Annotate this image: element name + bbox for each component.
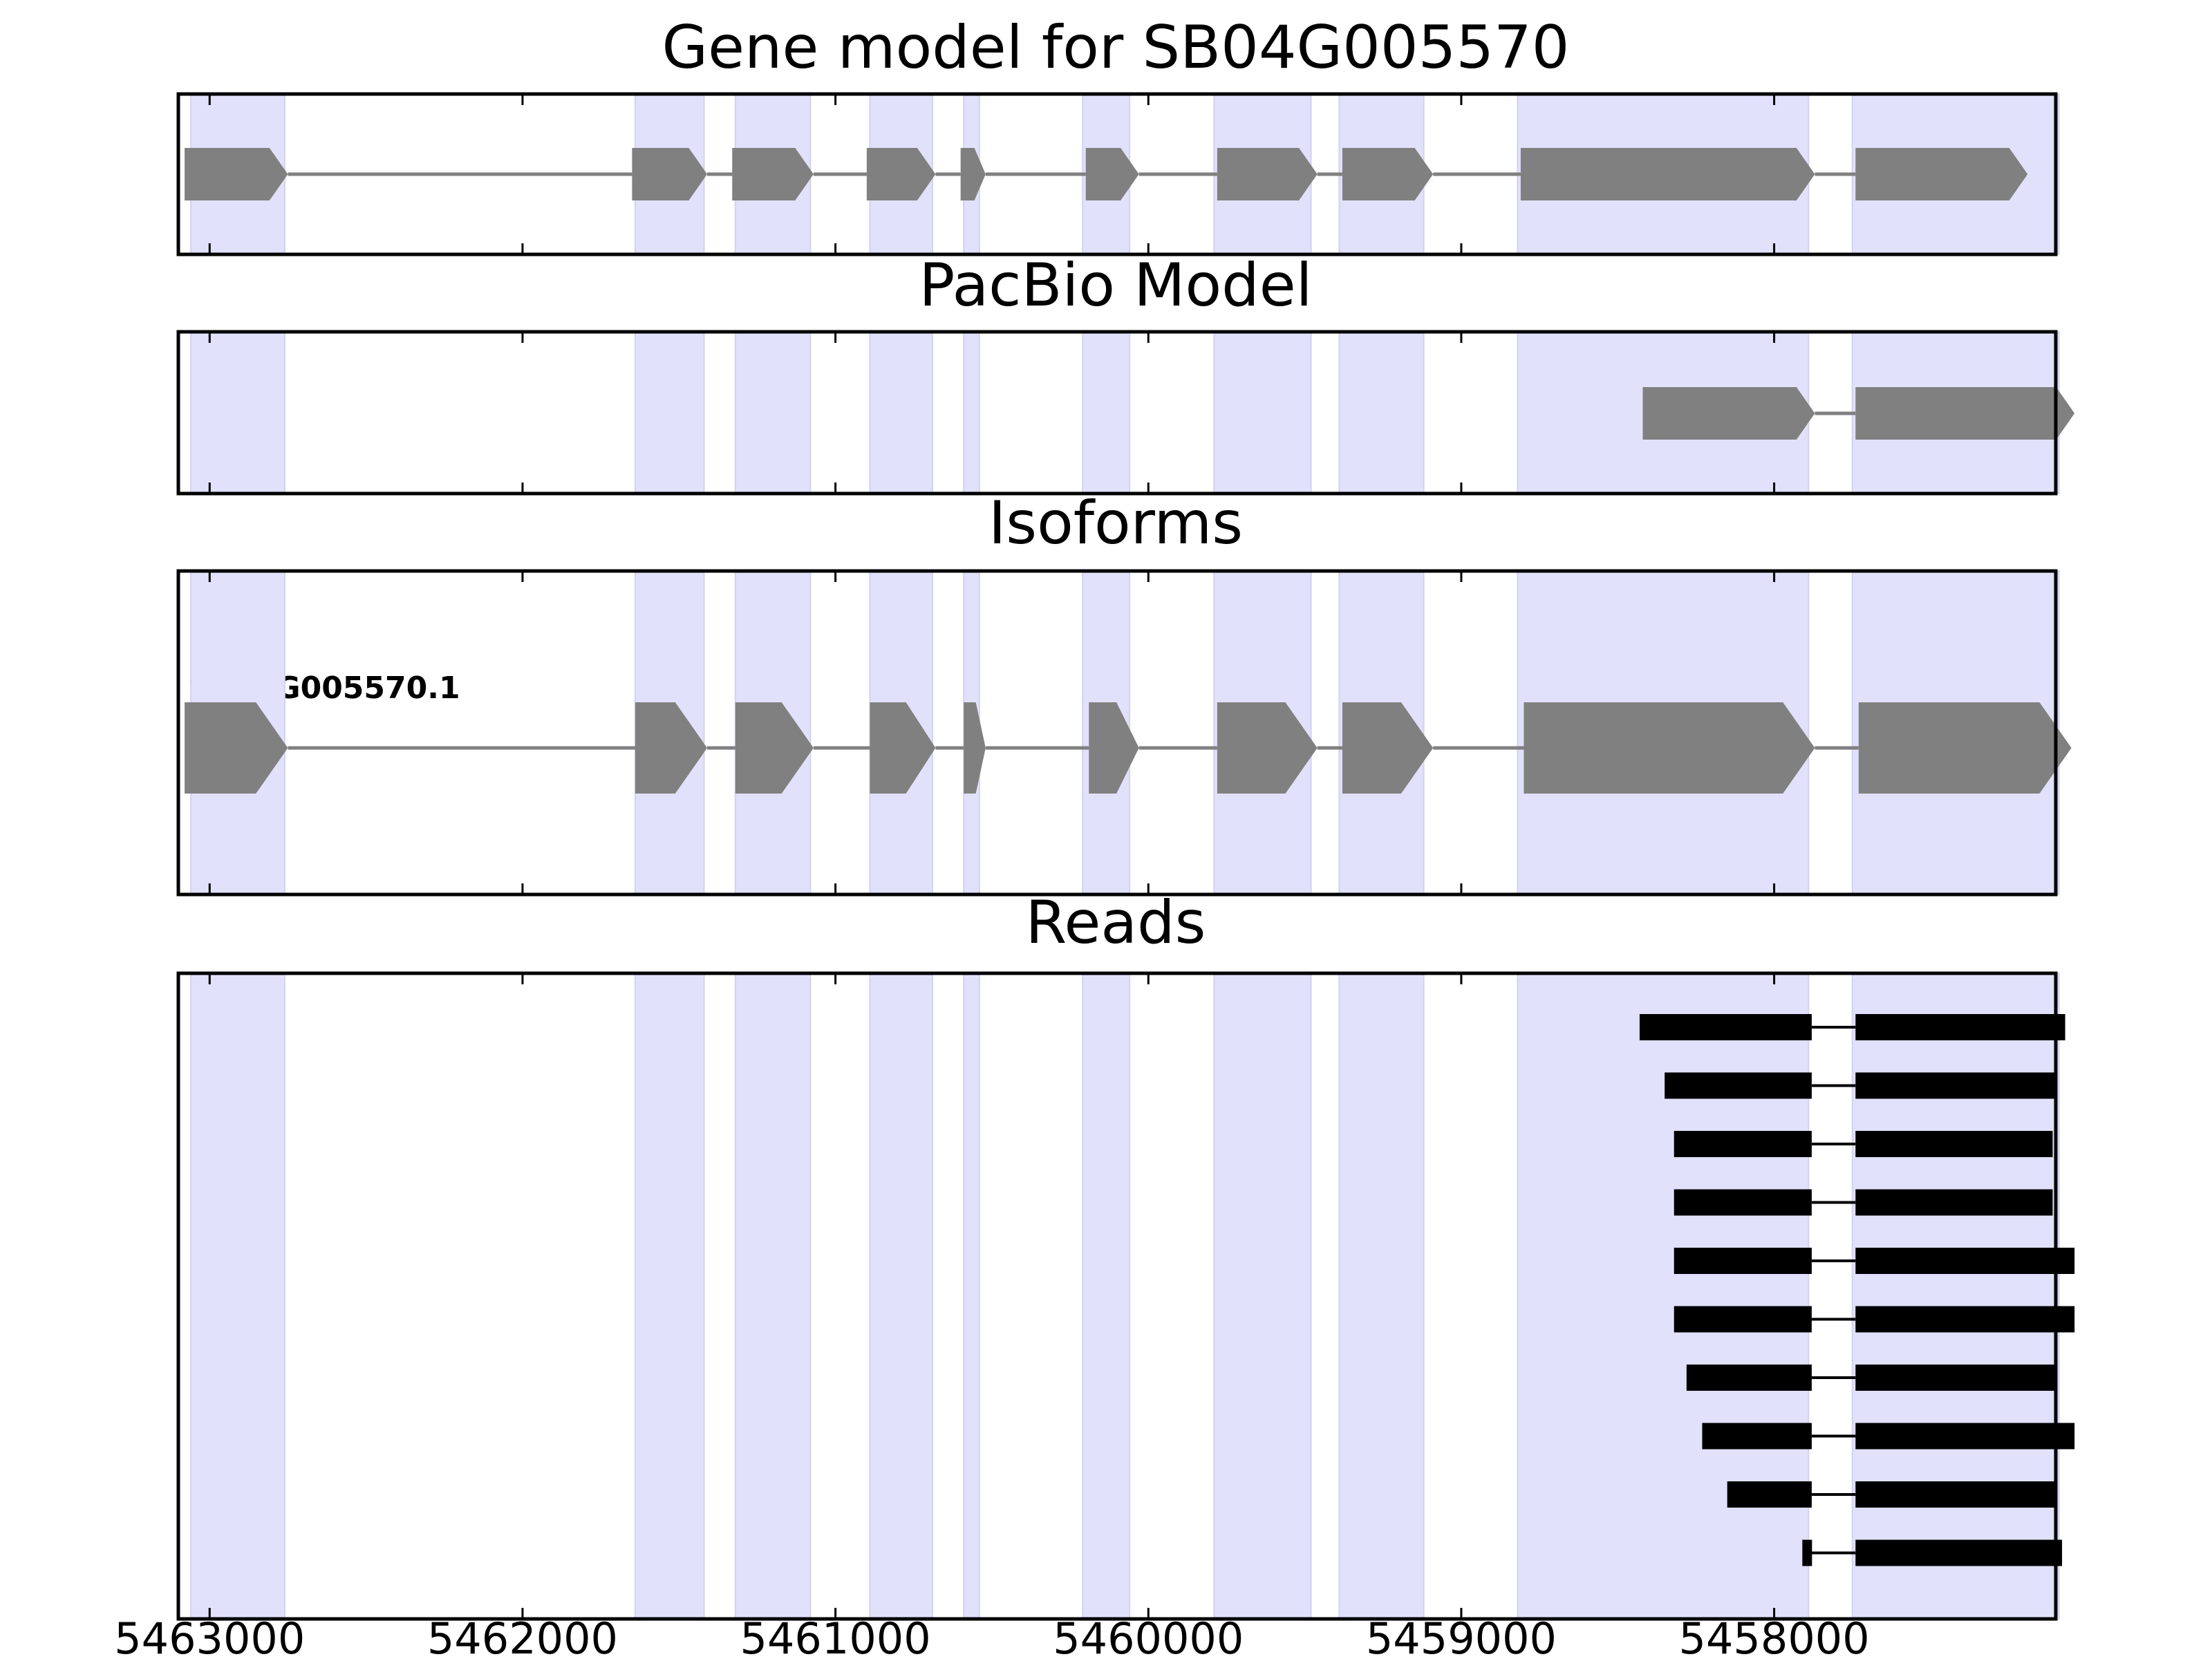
exon-region-band <box>734 973 812 1620</box>
panel-title-pacbio-model: PacBio Model <box>919 251 1312 320</box>
axis-ticks <box>208 332 1776 494</box>
axis-ticks <box>208 973 1776 1619</box>
read-segment <box>1855 1365 2056 1391</box>
read-segment <box>1674 1189 1812 1216</box>
read-segment <box>1855 1072 2056 1099</box>
exon-block <box>1217 702 1318 794</box>
panel-features <box>1639 1014 2075 1566</box>
exon-block <box>960 148 986 200</box>
exon-region-band <box>1082 973 1131 1620</box>
read-segment <box>1686 1365 1812 1391</box>
exon-block <box>1085 148 1139 200</box>
read-segment <box>1855 1539 2063 1566</box>
exon-block <box>1858 702 2072 794</box>
exon-block <box>635 702 708 794</box>
axis-ticks <box>208 571 1776 894</box>
exon-region-band <box>963 331 980 494</box>
panel-frame <box>176 569 2058 897</box>
read-segment <box>1702 1423 1812 1450</box>
exon-block <box>185 702 288 794</box>
x-tick-label: 5463000 <box>114 1613 305 1659</box>
read-segment <box>1855 1248 2075 1274</box>
exon-region-band <box>190 331 285 494</box>
exon-region-band <box>190 973 285 1620</box>
read-row <box>1674 1306 2075 1333</box>
x-tick-label: 5462000 <box>427 1613 618 1659</box>
panel-features <box>185 702 2072 794</box>
read-row <box>1674 1248 2075 1274</box>
read-row <box>1674 1131 2053 1157</box>
exon-region-band <box>1338 973 1425 1620</box>
exon-region-band <box>734 331 812 494</box>
panel-reads: Reads <box>176 888 2075 1621</box>
read-row <box>1639 1014 2065 1040</box>
read-segment <box>1855 1014 2065 1040</box>
exon-block <box>1642 387 1815 440</box>
panel-gene-model: Gene model for SB04G005570 <box>176 13 2060 256</box>
exon-block <box>1217 148 1318 200</box>
panel-title-reads: Reads <box>1026 888 1206 957</box>
read-segment <box>1674 1306 1812 1333</box>
read-segment <box>1665 1072 1812 1099</box>
exon-region-band <box>869 331 933 494</box>
read-segment <box>1674 1131 1812 1157</box>
exon-region-band <box>1082 331 1131 494</box>
x-tick-label: 5460000 <box>1053 1613 1244 1659</box>
read-segment <box>1639 1014 1812 1040</box>
x-tick-label: 5461000 <box>740 1613 931 1659</box>
panel-title-gene-model: Gene model for SB04G005570 <box>662 13 1570 82</box>
exon-region-band <box>634 331 705 494</box>
read-segment <box>1855 1423 2075 1450</box>
read-segment <box>1855 1131 2053 1157</box>
panel-features <box>185 148 2028 200</box>
read-row <box>1702 1423 2075 1450</box>
exon-block <box>1342 148 1434 200</box>
exon-block <box>185 148 288 200</box>
axis-ticks <box>208 94 1776 254</box>
read-row <box>1665 1072 2056 1099</box>
read-segment <box>1727 1481 1812 1508</box>
panel-pacbio-model: PacBio Model <box>176 251 2075 496</box>
x-tick-label: 5458000 <box>1679 1613 1870 1659</box>
exon-region-band <box>1213 331 1312 494</box>
exon-region-band <box>1851 973 2060 1620</box>
exon-block <box>1524 702 1815 794</box>
exon-block <box>866 148 936 200</box>
read-row <box>1727 1481 2056 1508</box>
x-tick-label: 5459000 <box>1366 1613 1557 1659</box>
read-segment <box>1802 1539 1812 1566</box>
exon-block <box>632 148 708 200</box>
exon-block <box>1089 702 1139 794</box>
read-segment <box>1855 1189 2053 1216</box>
x-axis-tick-labels: 5463000 5462000 5461000 5460000 5459000 … <box>114 1613 1869 1659</box>
read-row <box>1802 1539 2063 1566</box>
exon-block <box>870 702 936 794</box>
panel-features <box>1642 387 2075 440</box>
exon-region-band <box>634 973 705 1620</box>
read-segment <box>1674 1248 1812 1274</box>
exon-region-band <box>963 973 980 1620</box>
exon-region-band <box>1213 973 1312 1620</box>
panel-frame <box>176 92 2058 256</box>
exon-block <box>732 148 814 200</box>
exon-region-band <box>1517 973 1810 1620</box>
read-segment <box>1855 1481 2056 1508</box>
read-segment <box>1855 1306 2075 1333</box>
exon-region-band <box>869 973 933 1620</box>
read-row <box>1674 1189 2053 1216</box>
exon-block <box>1855 387 2075 440</box>
read-row <box>1686 1365 2056 1391</box>
exon-region-band <box>1338 331 1425 494</box>
exon-block <box>1342 702 1434 794</box>
exon-block <box>1520 148 1815 200</box>
panel-frame <box>176 971 2058 1621</box>
exon-block <box>964 702 986 794</box>
exon-block <box>1855 148 2028 200</box>
exon-block <box>735 702 814 794</box>
panel-frame <box>176 330 2058 496</box>
panel-isoforms: Isoforms SB04G005570.1 <box>176 489 2072 897</box>
panel-title-isoforms: Isoforms <box>988 489 1243 558</box>
